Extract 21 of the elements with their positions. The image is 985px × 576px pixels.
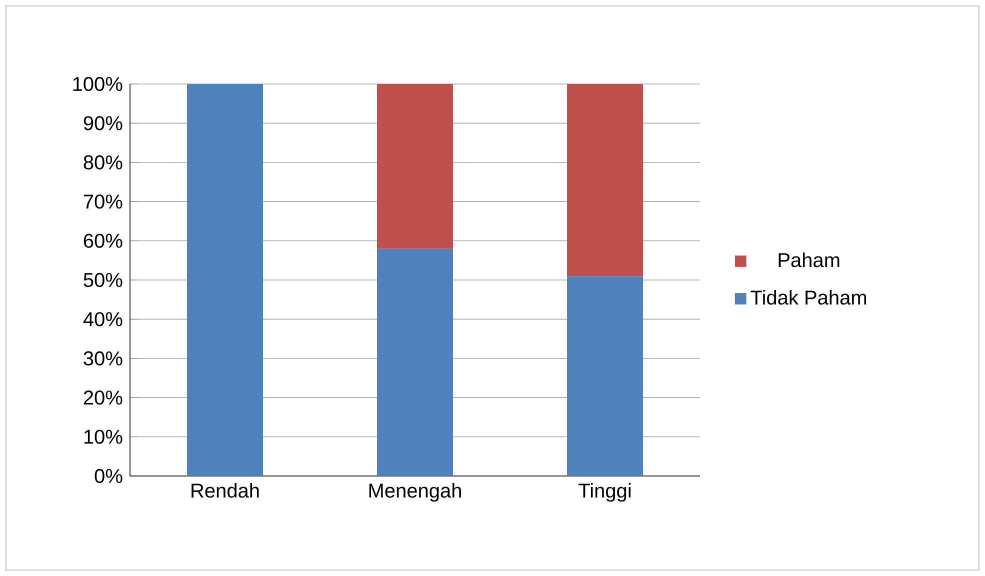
bar [377,84,454,249]
y-tick-label: 40% [83,312,122,326]
legend-label: Tidak Paham [750,290,866,305]
bar [377,248,454,476]
y-tick-label: 20% [84,390,122,405]
x-tick-label: Tinggi [578,483,631,502]
x-tick-label: Rendah [192,483,259,498]
legend-label: Paham [778,252,840,268]
y-tick-label: 50% [84,272,122,288]
y-tick-label: 30% [84,351,122,366]
y-tick-label: 0% [94,468,122,484]
bar [567,84,643,276]
x-tick-label: Menengah [369,483,461,502]
y-tick-label: 80% [84,155,122,170]
bar [187,84,264,476]
y-tick-label: 100% [73,76,122,92]
y-tick-label: 60% [84,234,122,248]
bar [567,276,643,476]
y-tick-label: 10% [84,430,122,444]
y-tick-label: 90% [84,116,122,130]
y-tick-label: 70% [84,194,122,209]
